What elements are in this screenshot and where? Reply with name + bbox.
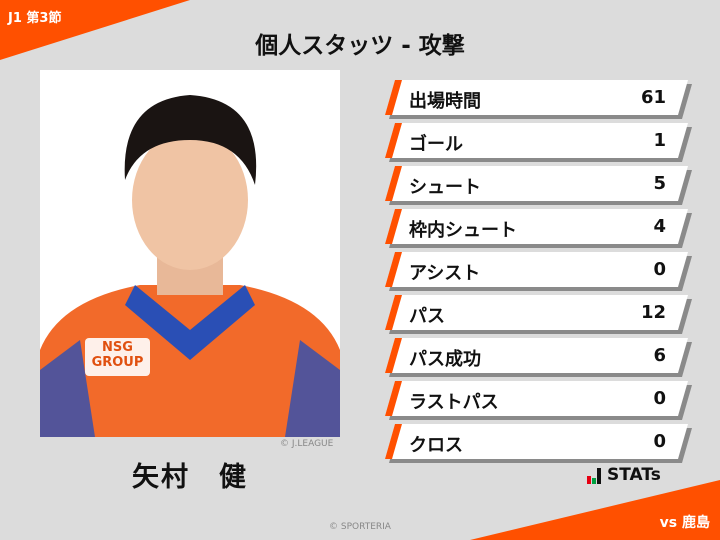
stat-label: ラストパス (409, 392, 499, 413)
stat-value: 0 (653, 431, 666, 452)
stat-label: ゴール (409, 134, 463, 155)
stat-row: 出場時間 61 (385, 80, 688, 115)
page-title: 個人スタッツ - 攻撃 (255, 33, 465, 59)
stat-row: アシスト 0 (385, 252, 688, 287)
stat-row: シュート 5 (385, 166, 688, 201)
stat-value: 12 (640, 302, 666, 323)
stat-value: 1 (653, 130, 666, 151)
stat-label: アシスト (409, 263, 481, 284)
sponsor-logo: NSG GROUP (91, 340, 144, 370)
stat-row: パス 12 (385, 295, 688, 330)
stat-label: シュート (409, 177, 481, 198)
stat-row: パス成功 6 (385, 338, 688, 373)
stat-row: 枠内シュート 4 (385, 209, 688, 244)
stats-logo: STATs (587, 467, 661, 484)
stat-value: 61 (640, 87, 666, 108)
stat-label: 枠内シュート (409, 220, 517, 241)
stat-value: 6 (653, 345, 666, 366)
stat-row: クロス 0 (385, 424, 688, 459)
stat-value: 0 (653, 259, 666, 280)
stat-label: パス成功 (409, 349, 481, 370)
stat-label: 出場時間 (409, 91, 481, 112)
stat-value: 5 (653, 173, 666, 194)
stat-value: 4 (653, 216, 666, 237)
stat-row: ゴール 1 (385, 123, 688, 158)
stat-row: ラストパス 0 (385, 381, 688, 416)
opponent-label: vs 鹿島 (659, 515, 710, 531)
stat-label: パス (409, 306, 445, 327)
stat-value: 0 (653, 388, 666, 409)
stats-logo-text: STATs (607, 465, 661, 485)
footer-copyright: © SPORTERIA (329, 522, 391, 532)
player-photo: NSG GROUP (40, 70, 340, 437)
stat-label: クロス (409, 435, 463, 456)
round-label: J1 第3節 (8, 11, 62, 26)
bar-chart-icon (587, 468, 601, 484)
player-name: 矢村 健 (132, 462, 248, 493)
photo-credit: © J.LEAGUE (280, 439, 334, 449)
